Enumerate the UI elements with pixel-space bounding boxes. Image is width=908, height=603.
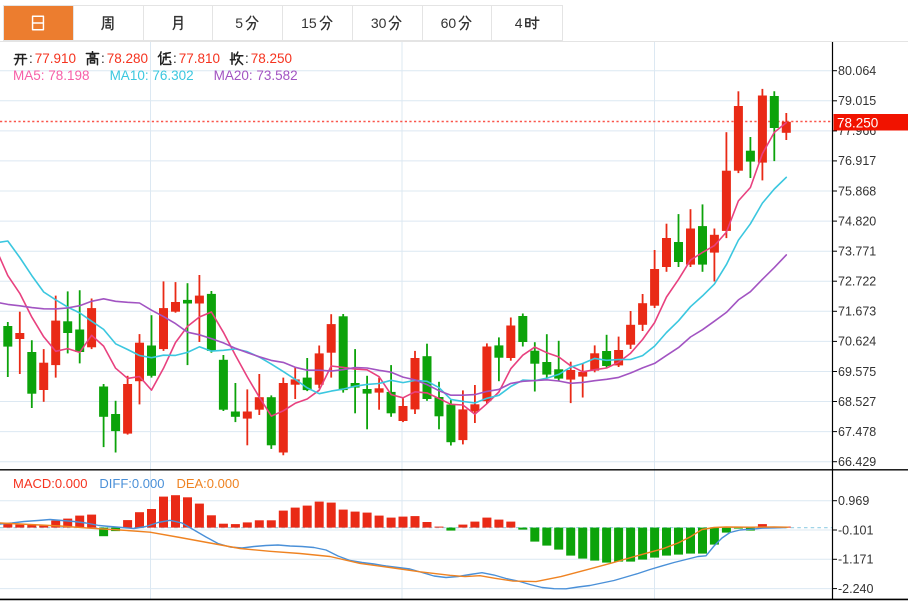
svg-text:-2.240: -2.240	[838, 582, 873, 596]
svg-text:66.429: 66.429	[838, 455, 876, 469]
svg-text:73.771: 73.771	[838, 245, 876, 259]
svg-text:79.015: 79.015	[838, 94, 876, 108]
svg-text:80.064: 80.064	[838, 64, 876, 78]
svg-text:75.868: 75.868	[838, 184, 876, 198]
svg-text:71.673: 71.673	[838, 305, 876, 319]
svg-text:-1.171: -1.171	[838, 553, 873, 567]
svg-text:72.722: 72.722	[838, 275, 876, 289]
svg-text:76.917: 76.917	[838, 154, 876, 168]
svg-text:69.575: 69.575	[838, 365, 876, 379]
svg-text:68.527: 68.527	[838, 395, 876, 409]
svg-text:78.250: 78.250	[837, 116, 878, 131]
svg-text:70.624: 70.624	[838, 335, 876, 349]
svg-text:74.820: 74.820	[838, 214, 876, 228]
svg-text:67.478: 67.478	[838, 425, 876, 439]
svg-text:-0.101: -0.101	[838, 523, 873, 537]
svg-text:0.969: 0.969	[838, 494, 869, 508]
